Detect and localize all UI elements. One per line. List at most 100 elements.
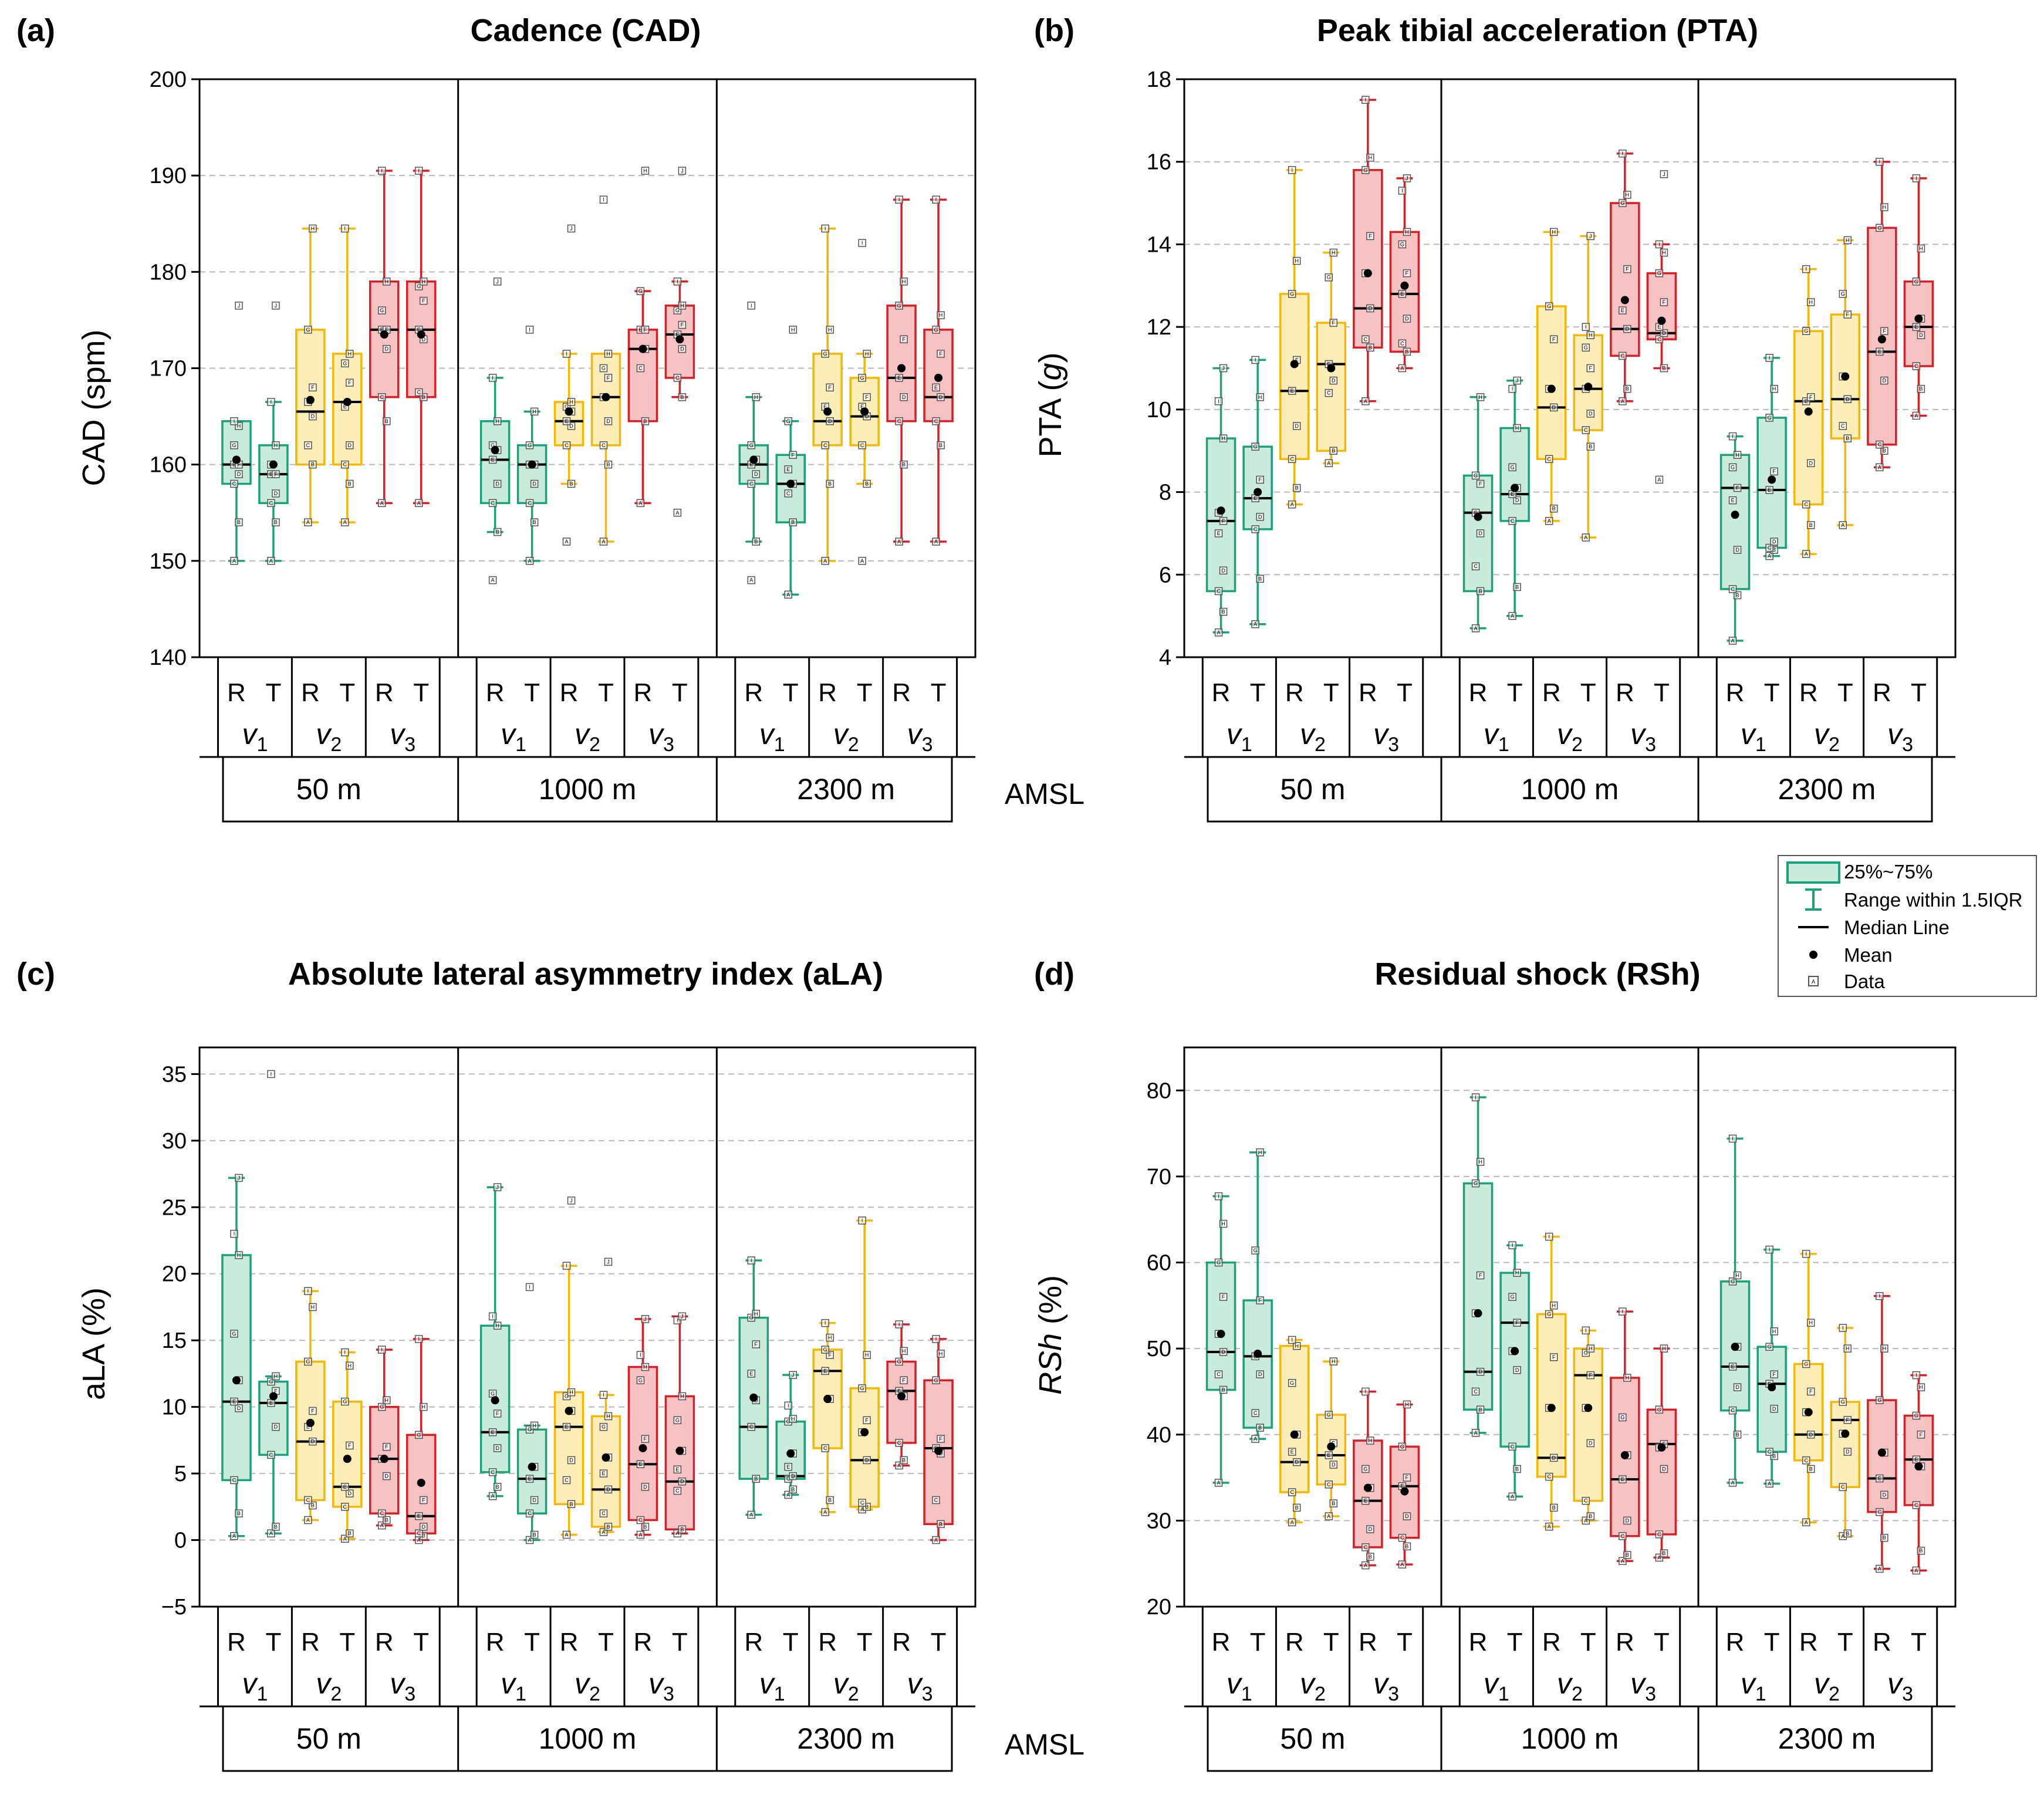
data-point-letter: E xyxy=(528,1476,532,1482)
data-point-letter: G xyxy=(269,1379,273,1385)
data-point-letter: H xyxy=(1258,394,1262,400)
data-point-letter: A xyxy=(1511,1493,1514,1499)
data-point-letter: F xyxy=(939,1436,942,1442)
data-point-letter: J xyxy=(1516,378,1519,384)
data-point-letter: E xyxy=(786,1464,790,1470)
data-point-letter: I xyxy=(603,1392,604,1398)
mean-dot xyxy=(1768,1383,1776,1392)
data-point-letter: I xyxy=(271,1071,272,1077)
data-point xyxy=(1728,1363,1737,1371)
data-point-letter: B xyxy=(1919,386,1923,392)
data-point-letter: B xyxy=(1589,444,1592,449)
data-point xyxy=(525,326,534,334)
mean-dot xyxy=(1474,1309,1482,1318)
velocity-label: v3 xyxy=(907,718,933,756)
data-point-letter: G xyxy=(1841,1399,1845,1405)
y-axis-label: RSh (%) xyxy=(1033,1275,1068,1395)
data-point xyxy=(1471,471,1480,480)
data-point-letter: B xyxy=(1405,1543,1408,1549)
data-point xyxy=(1586,331,1595,339)
data-point-letter: I xyxy=(1475,1094,1477,1100)
data-point-letter: C xyxy=(1400,1535,1404,1541)
data-point-letter: I xyxy=(1365,1388,1367,1394)
data-point-letter: F xyxy=(311,384,315,390)
condition-label: R xyxy=(227,1628,246,1657)
data-point-letter: I xyxy=(1548,1234,1550,1240)
data-point xyxy=(230,1532,238,1540)
data-point-letter: E xyxy=(232,1399,236,1405)
data-point xyxy=(1549,335,1558,343)
data-point xyxy=(1256,393,1264,401)
data-point-letter: E xyxy=(749,462,753,468)
data-point-letter: I xyxy=(1512,1242,1513,1248)
data-point xyxy=(1765,1448,1773,1456)
data-point xyxy=(488,374,497,382)
data-point-letter: I xyxy=(1658,241,1660,247)
velocity-label: v2 xyxy=(833,1667,859,1705)
data-point xyxy=(414,1335,423,1343)
iqr-box xyxy=(1353,169,1383,349)
data-point xyxy=(1728,637,1737,645)
y-tick-label: 0 xyxy=(174,1529,187,1553)
data-point xyxy=(932,383,940,392)
data-point-letter: H xyxy=(1662,250,1666,256)
data-point-letter: B xyxy=(1662,1550,1665,1556)
data-point xyxy=(1733,546,1742,554)
data-point-letter: I xyxy=(1365,97,1367,103)
data-point xyxy=(1582,1496,1590,1505)
condition-label: T xyxy=(265,678,281,707)
data-point xyxy=(567,1456,576,1465)
data-point xyxy=(1619,351,1627,360)
data-point xyxy=(752,1310,761,1318)
data-point-letter: A xyxy=(1878,1566,1881,1571)
data-point-letter: B xyxy=(754,1476,758,1482)
data-point xyxy=(895,538,903,546)
data-point xyxy=(1292,1458,1301,1466)
data-point xyxy=(1476,393,1485,401)
data-point xyxy=(673,1416,682,1425)
data-point-letter: B xyxy=(1589,1513,1592,1519)
data-point-letter: I xyxy=(492,1313,494,1319)
mean-dot xyxy=(934,1446,943,1455)
data-point-letter: I xyxy=(344,225,346,231)
data-point xyxy=(1361,1561,1370,1570)
data-point xyxy=(1513,376,1521,385)
mean-dot xyxy=(232,1376,241,1385)
data-point xyxy=(1292,484,1301,492)
data-point xyxy=(863,1351,871,1359)
data-point-letter: B xyxy=(1222,1387,1225,1393)
data-point xyxy=(1471,1179,1480,1188)
data-point-letter: H xyxy=(1552,1303,1556,1309)
condition-label: T xyxy=(783,678,799,707)
data-point xyxy=(641,1483,650,1491)
data-point-letter: D xyxy=(865,1457,869,1463)
data-point-letter: H xyxy=(606,351,610,357)
data-point xyxy=(1582,426,1590,434)
condition-label: T xyxy=(1580,678,1596,707)
data-point xyxy=(1655,1530,1664,1539)
data-point xyxy=(1508,517,1516,525)
data-point-letter: D xyxy=(1772,539,1776,545)
data-point-letter: B xyxy=(1369,344,1372,350)
data-point-letter: D xyxy=(1478,530,1482,536)
data-point xyxy=(272,441,280,449)
condition-label: R xyxy=(1469,678,1488,707)
data-point-letter: D xyxy=(1369,305,1373,311)
condition-label: T xyxy=(1837,678,1853,707)
data-point xyxy=(562,417,571,425)
data-point-letter: C xyxy=(1621,353,1625,359)
data-point xyxy=(1476,1271,1485,1280)
data-point xyxy=(1214,1258,1223,1267)
y-tick-label: 150 xyxy=(150,549,187,574)
chart-title: Cadence (CAD) xyxy=(470,13,701,48)
data-point-letter: E xyxy=(1290,1449,1294,1455)
data-point xyxy=(414,167,423,175)
data-point xyxy=(1806,1387,1815,1396)
